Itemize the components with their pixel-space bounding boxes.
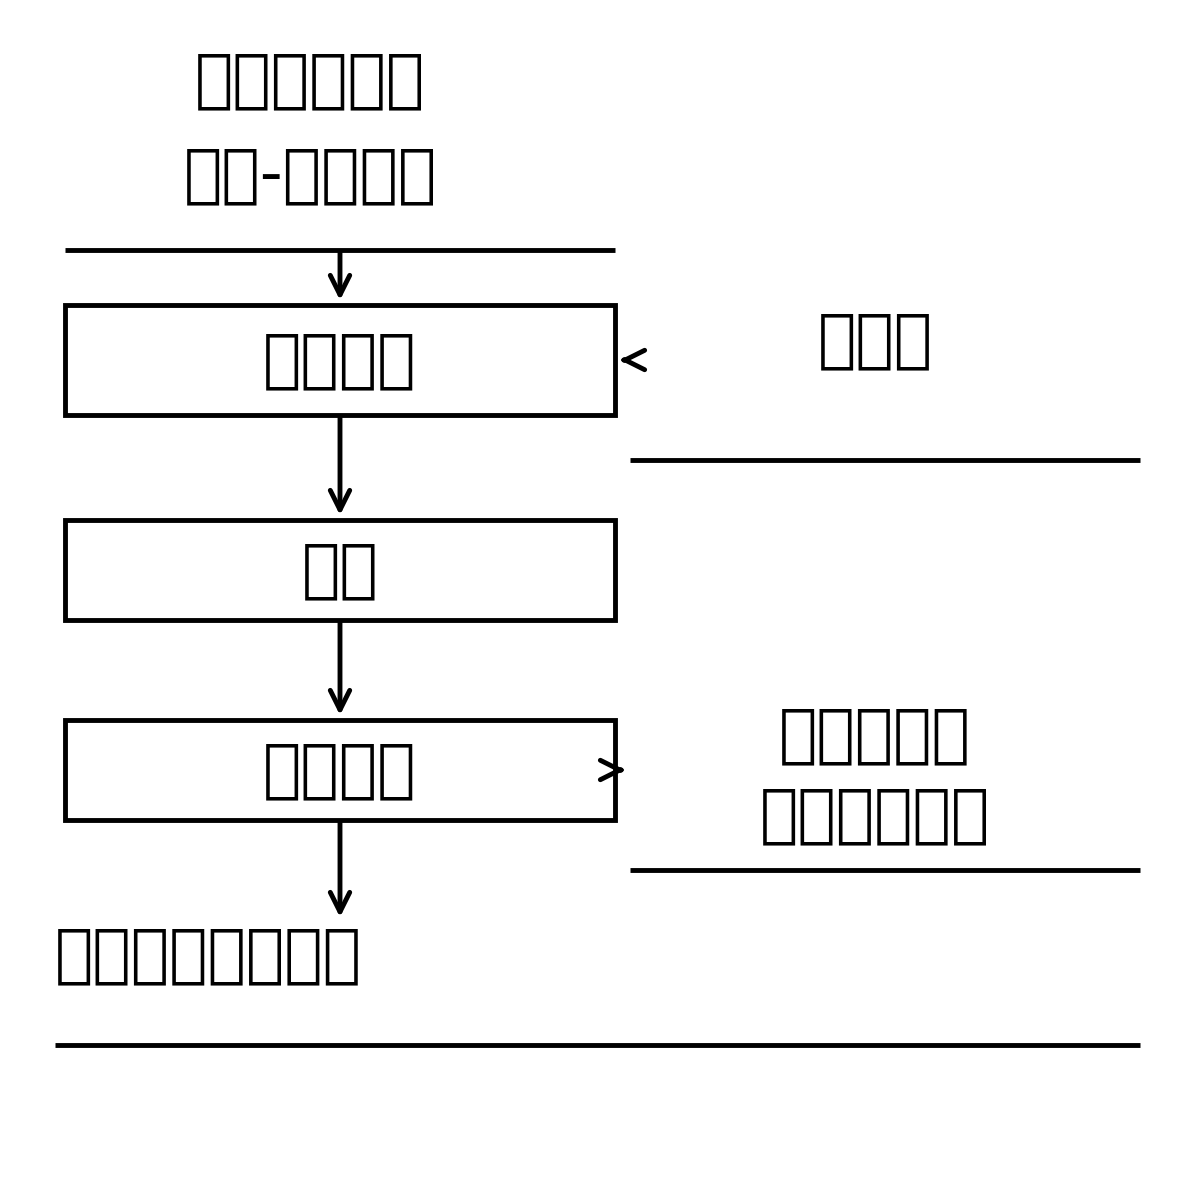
Text: 固液分离: 固液分离 [263,738,416,802]
Bar [65,520,615,621]
Text: 盐酸-氯盐溶液: 盐酸-氯盐溶液 [183,144,437,206]
Bar [65,305,615,414]
Bar [65,721,615,819]
Text: （循环利用）: （循环利用） [760,784,990,846]
Text: 氧化沉淀: 氧化沉淀 [263,329,416,391]
Text: 陈化: 陈化 [301,540,378,601]
Text: 含有锑元素的: 含有锑元素的 [195,49,425,111]
Text: 氧化剂: 氧化剂 [818,308,933,372]
Text: 五价锑氧化物固体: 五价锑氧化物固体 [55,924,362,986]
Text: 除锑后溶液: 除锑后溶液 [779,704,971,766]
